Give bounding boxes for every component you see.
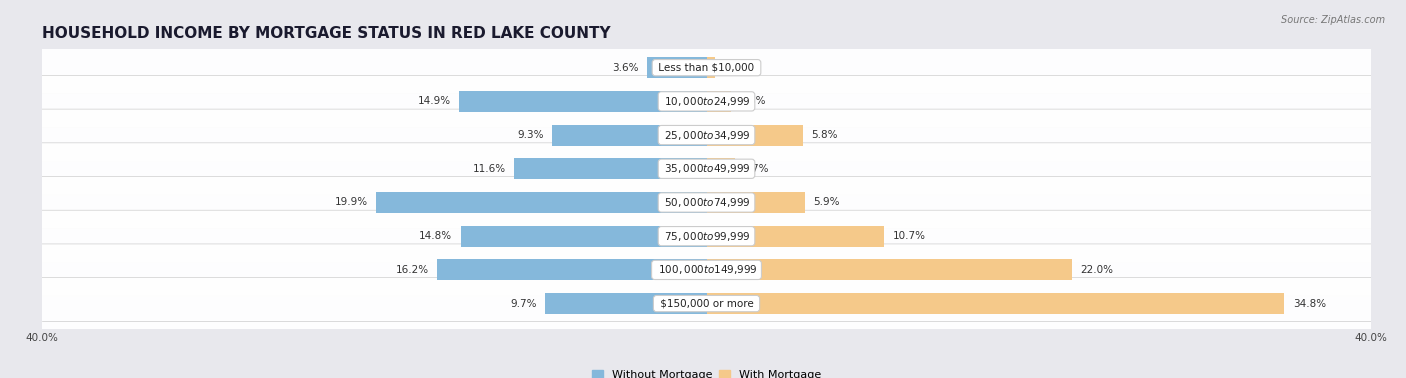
Text: 0.5%: 0.5% [723,63,749,73]
Text: 14.9%: 14.9% [418,96,451,106]
Text: 9.7%: 9.7% [510,299,537,308]
Text: 3.6%: 3.6% [612,63,638,73]
Text: Source: ZipAtlas.com: Source: ZipAtlas.com [1281,15,1385,25]
Text: 5.9%: 5.9% [813,197,839,208]
Bar [546,293,706,314]
Text: $25,000 to $34,999: $25,000 to $34,999 [661,129,752,142]
Text: 19.9%: 19.9% [335,197,368,208]
Text: 9.3%: 9.3% [517,130,544,140]
Text: 1.7%: 1.7% [742,164,769,174]
FancyBboxPatch shape [21,109,1392,161]
Text: 1.5%: 1.5% [740,96,766,106]
Text: 22.0%: 22.0% [1080,265,1114,275]
Text: 10.7%: 10.7% [893,231,925,241]
FancyBboxPatch shape [21,42,1392,94]
Text: 14.8%: 14.8% [419,231,453,241]
Bar [437,259,706,280]
FancyBboxPatch shape [21,244,1392,296]
Text: Less than $10,000: Less than $10,000 [655,63,758,73]
FancyBboxPatch shape [21,277,1392,330]
Bar [706,259,1071,280]
Text: HOUSEHOLD INCOME BY MORTGAGE STATUS IN RED LAKE COUNTY: HOUSEHOLD INCOME BY MORTGAGE STATUS IN R… [42,26,610,41]
Bar [461,226,706,246]
Text: $150,000 or more: $150,000 or more [657,299,756,308]
Bar [706,192,804,213]
Bar [513,158,706,179]
Bar [375,192,706,213]
Text: $75,000 to $99,999: $75,000 to $99,999 [661,230,752,243]
FancyBboxPatch shape [21,76,1392,127]
Legend: Without Mortgage, With Mortgage: Without Mortgage, With Mortgage [588,366,825,378]
Text: $50,000 to $74,999: $50,000 to $74,999 [661,196,752,209]
Text: 16.2%: 16.2% [396,265,429,275]
FancyBboxPatch shape [21,210,1392,262]
Bar [553,125,706,146]
Bar [647,57,706,78]
Bar [706,293,1285,314]
Text: 5.8%: 5.8% [811,130,838,140]
Bar [706,226,884,246]
Bar [458,91,706,112]
Bar [706,91,731,112]
Bar [706,158,735,179]
Text: 34.8%: 34.8% [1292,299,1326,308]
Text: 11.6%: 11.6% [472,164,506,174]
FancyBboxPatch shape [21,177,1392,228]
FancyBboxPatch shape [21,143,1392,195]
Bar [706,57,714,78]
Text: $10,000 to $24,999: $10,000 to $24,999 [661,95,752,108]
Text: $35,000 to $49,999: $35,000 to $49,999 [661,162,752,175]
Text: $100,000 to $149,999: $100,000 to $149,999 [655,263,758,276]
Bar [706,125,803,146]
